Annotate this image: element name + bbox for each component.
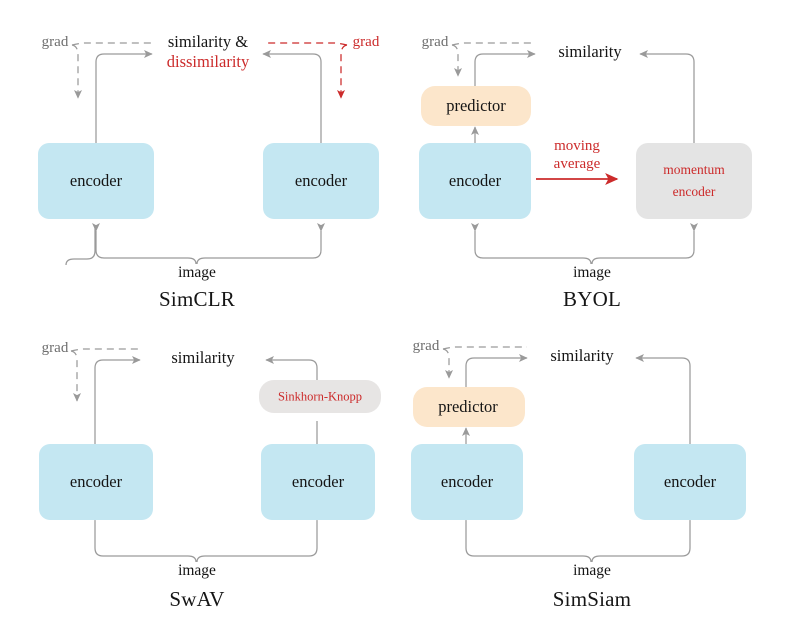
panel-title-simsiam: SimSiam <box>552 587 632 611</box>
input-brace-group <box>65 225 96 266</box>
panel-simsiam: grad similarity predictor encoder encode… <box>395 318 790 636</box>
panel-title-swav: SwAV <box>169 587 225 611</box>
input-label: image <box>178 264 216 281</box>
moving-average-label-line2: average <box>553 156 601 172</box>
grad-label-right: grad <box>352 34 380 50</box>
grad-label: grad <box>421 34 449 50</box>
objective-label-line1: similarity & <box>167 32 249 51</box>
panel-swav: grad similarity Sinkhorn-Knopp encoder e… <box>0 318 395 636</box>
grad-label-left: grad <box>41 34 69 50</box>
moving-average-label-line1: moving <box>554 138 600 154</box>
input-label: image <box>573 264 611 281</box>
panel-title-byol: BYOL <box>563 287 621 311</box>
panel-title-simclr: SimCLR <box>159 287 235 311</box>
grad-label: grad <box>412 338 440 354</box>
input-label: image <box>178 562 216 579</box>
objective-label: similarity <box>550 346 614 365</box>
grad-label: grad <box>41 340 69 356</box>
objective-label: similarity <box>171 348 235 367</box>
panel-simclr: grad grad similarity & dissimilarity enc… <box>0 0 395 318</box>
input-label: image <box>573 562 611 579</box>
objective-label: similarity <box>558 42 622 61</box>
panel-byol: grad similarity predictor encoder moving… <box>395 0 790 318</box>
objective-label-line2: dissimilarity <box>166 52 250 71</box>
